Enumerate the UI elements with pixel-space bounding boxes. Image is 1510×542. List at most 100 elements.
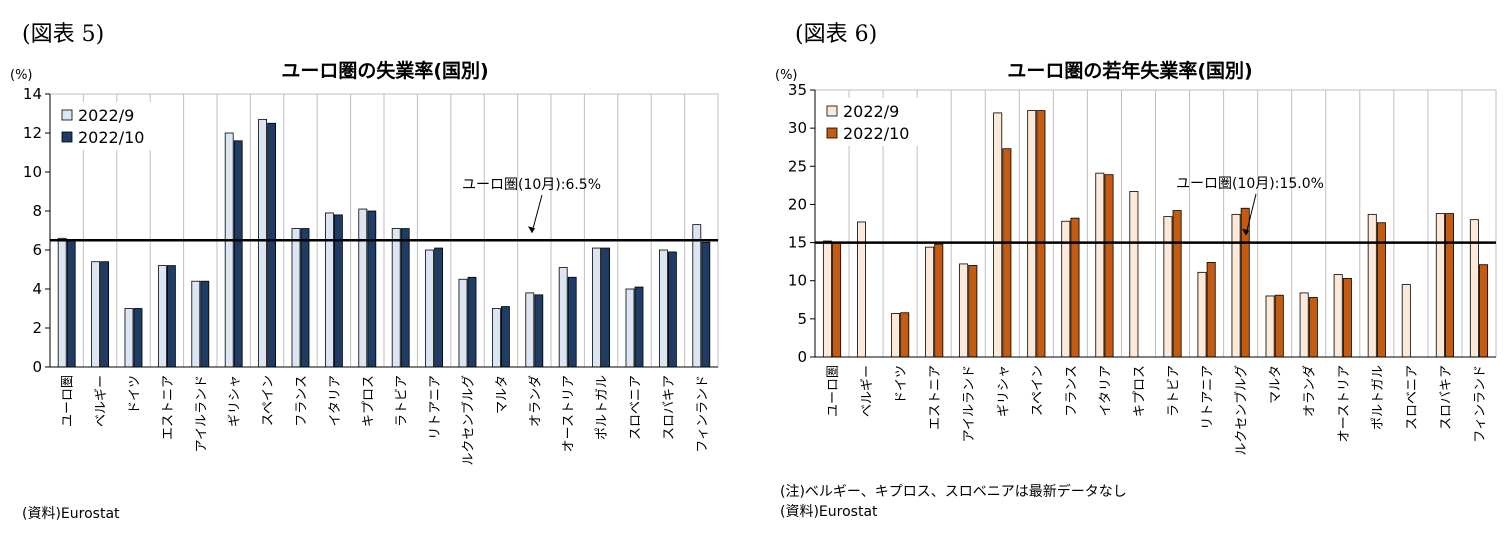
y-tick-label: 30 bbox=[788, 119, 807, 137]
legend-box bbox=[823, 98, 933, 146]
y-tick-label: 5 bbox=[797, 310, 807, 328]
y-axis-unit-label: (%) bbox=[10, 68, 33, 83]
x-tick-label: オーストリア bbox=[562, 375, 577, 452]
legend-label: 2022/9 bbox=[843, 102, 899, 121]
bar-2022/10 bbox=[1479, 264, 1489, 358]
reference-arrow bbox=[531, 194, 543, 233]
bar-2022/10 bbox=[1342, 278, 1352, 358]
x-tick-label: スロベニア bbox=[629, 375, 644, 440]
legend-swatch bbox=[61, 109, 73, 121]
bar-2022/10 bbox=[832, 242, 842, 358]
bar-2022/10 bbox=[900, 312, 910, 358]
bar-2022/10 bbox=[1206, 262, 1216, 358]
x-tick-label: ベルギー bbox=[94, 375, 109, 427]
x-tick-label: ラトビア bbox=[1167, 365, 1182, 417]
bar-2022/9 bbox=[1095, 172, 1105, 358]
y-tick-label: 6 bbox=[32, 241, 42, 259]
x-tick-label: イタリア bbox=[1098, 365, 1113, 416]
bar-2022/9 bbox=[1163, 216, 1173, 358]
x-tick-label: イタリア bbox=[328, 375, 343, 426]
chart-title: ユーロ圏の若年失業率(国別) bbox=[1007, 59, 1252, 82]
bar-2022/9 bbox=[1197, 271, 1207, 358]
bar-2022/10 bbox=[1172, 210, 1182, 358]
x-tick-label: キプロス bbox=[361, 375, 376, 427]
source-note-2: (資料)Eurostat bbox=[780, 504, 878, 520]
bar-2022/9 bbox=[891, 313, 901, 358]
x-tick-label: オランダ bbox=[528, 375, 543, 427]
y-tick-label: 0 bbox=[797, 348, 807, 366]
x-tick-label: フランス bbox=[1064, 365, 1079, 417]
bar-2022/10 bbox=[934, 243, 944, 358]
x-tick-label: ポルトガル bbox=[595, 375, 610, 440]
y-axis-unit-label: (%) bbox=[775, 68, 798, 83]
bar-2022/10 bbox=[968, 265, 978, 358]
y-tick-label: 4 bbox=[32, 280, 42, 298]
x-tick-label: エストニア bbox=[928, 365, 943, 430]
x-tick-label: フランス bbox=[295, 375, 310, 427]
x-tick-label: アイルランド bbox=[962, 365, 977, 442]
bar-2022/9 bbox=[1333, 274, 1343, 358]
reference-arrow-head bbox=[528, 226, 535, 234]
x-tick-label: ルクセンブルグ bbox=[461, 375, 477, 466]
x-tick-label: ドイツ bbox=[894, 365, 909, 404]
x-tick-label: リトアニア bbox=[1201, 365, 1216, 430]
bar-2022/10 bbox=[1274, 294, 1284, 358]
bar-2022/10 bbox=[1308, 297, 1318, 358]
y-tick-label: 10 bbox=[788, 272, 807, 290]
x-tick-label: ベルギー bbox=[860, 365, 875, 417]
x-tick-label: スペイン bbox=[261, 375, 276, 426]
reference-line-label: ユーロ圏(10月):15.0% bbox=[1176, 176, 1324, 192]
panel-label-2: (図表 6) bbox=[795, 22, 878, 47]
source-note-1: (資料)Eurostat bbox=[22, 506, 120, 522]
y-tick-label: 15 bbox=[788, 234, 807, 252]
bar-2022/9 bbox=[1367, 213, 1377, 358]
legend-label: 2022/10 bbox=[843, 124, 909, 143]
legend-swatch bbox=[61, 131, 73, 143]
y-tick-label: 14 bbox=[23, 85, 42, 103]
y-tick-label: 0 bbox=[32, 358, 42, 376]
bar-2022/9 bbox=[993, 112, 1003, 358]
x-tick-label: マルタ bbox=[495, 375, 510, 414]
bar-2022/9 bbox=[1435, 213, 1445, 358]
y-tick-label: 10 bbox=[23, 163, 42, 181]
bar-2022/9 bbox=[1027, 110, 1037, 358]
x-tick-label: ポルトガル bbox=[1371, 365, 1386, 430]
x-tick-label: ドイツ bbox=[128, 375, 143, 414]
bar-2022/10 bbox=[1036, 110, 1046, 358]
x-tick-label: マルタ bbox=[1269, 365, 1284, 404]
x-tick-label: ギリシャ bbox=[996, 365, 1011, 417]
x-tick-label: スロベニア bbox=[1405, 365, 1420, 430]
bar-2022/9 bbox=[925, 246, 935, 358]
chart-title: ユーロ圏の失業率(国別) bbox=[281, 59, 488, 82]
bar-2022/9 bbox=[1265, 295, 1275, 358]
bar-2022/9 bbox=[1401, 284, 1411, 358]
x-tick-label: フィンランド bbox=[1473, 365, 1488, 443]
legend-box bbox=[58, 102, 168, 150]
bar-2022/10 bbox=[1104, 174, 1114, 358]
x-tick-label: ギリシャ bbox=[228, 375, 243, 427]
bar-2022/9 bbox=[1469, 219, 1479, 358]
y-tick-label: 8 bbox=[32, 202, 42, 220]
y-tick-label: 12 bbox=[23, 124, 42, 142]
x-tick-label: オーストリア bbox=[1337, 365, 1352, 442]
reference-arrow bbox=[1245, 193, 1257, 235]
legend-label: 2022/10 bbox=[78, 128, 144, 147]
legend-label: 2022/9 bbox=[78, 106, 134, 125]
bar-2022/9 bbox=[1299, 292, 1309, 358]
x-tick-label: ユーロ圏 bbox=[61, 375, 76, 427]
x-tick-label: オランダ bbox=[1303, 365, 1318, 417]
x-tick-label: エストニア bbox=[161, 375, 176, 440]
x-tick-label: アイルランド bbox=[194, 375, 209, 452]
bar-2022/9 bbox=[959, 263, 969, 358]
x-tick-label: フィンランド bbox=[695, 375, 710, 453]
legend-swatch bbox=[826, 105, 838, 117]
footnote-2: (注)ベルギー、キプロス、スロベニアは最新データなし bbox=[780, 484, 1127, 500]
y-tick-label: 20 bbox=[788, 195, 807, 213]
y-tick-label: 2 bbox=[32, 319, 42, 337]
bar-2022/9 bbox=[1129, 191, 1139, 358]
bar-2022/9 bbox=[1231, 213, 1241, 358]
panel-label-1: (図表 5) bbox=[22, 22, 105, 47]
x-tick-label: スロバキア bbox=[662, 375, 677, 440]
bar-2022/9 bbox=[822, 240, 832, 358]
